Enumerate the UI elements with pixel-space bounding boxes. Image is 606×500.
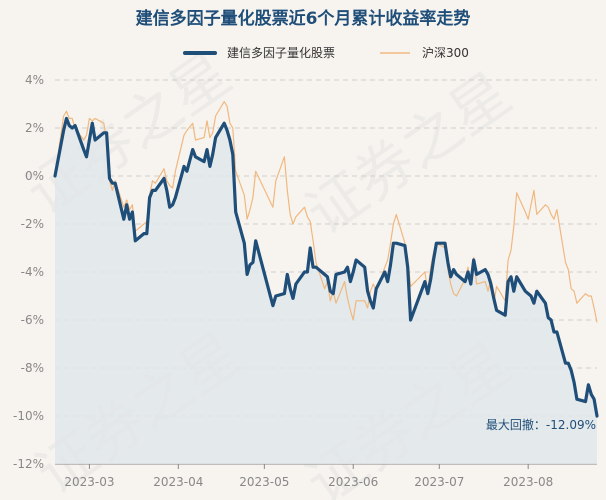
max-drawdown-annotation: 最大回撤：-12.09%: [486, 417, 596, 432]
plot-area: [53, 100, 599, 465]
y-axis: 4% 2% 0% -2% -4% -6% -8% -10% -12%: [13, 73, 44, 471]
y-tick-label: -2%: [21, 217, 44, 231]
x-tick-label: 2023-05: [239, 475, 289, 489]
legend-label-fund: 建信多因子量化股票: [227, 46, 335, 60]
x-tick-label: 2023-04: [153, 475, 203, 489]
y-tick-label: -12%: [13, 457, 44, 471]
y-tick-label: -10%: [13, 409, 44, 423]
y-tick-label: 4%: [25, 73, 44, 87]
x-axis: 2023-03 2023-04 2023-05 2023-06 2023-07 2023-…: [64, 464, 553, 489]
x-tick-label: 2023-07: [414, 475, 464, 489]
fund-area: [55, 118, 597, 465]
y-tick-label: 2%: [25, 121, 44, 135]
chart-title: 建信多因子量化股票近6个月累计收益率走势: [136, 8, 471, 29]
watermark-text: 证券之星: [294, 59, 523, 248]
x-tick-label: 2023-06: [328, 475, 378, 489]
y-tick-label: -6%: [21, 313, 44, 327]
x-tick-label: 2023-03: [64, 475, 114, 489]
y-tick-label: -4%: [21, 265, 44, 279]
y-tick-label: -8%: [21, 361, 44, 375]
legend: 建信多因子量化股票 沪深300: [183, 46, 469, 60]
series-line-fund: [53, 116, 599, 418]
x-tick-label: 2023-08: [503, 475, 553, 489]
series-line-csi300: [54, 100, 598, 323]
y-tick-label: 0%: [25, 169, 44, 183]
legend-label-index: 沪深300: [422, 46, 469, 60]
